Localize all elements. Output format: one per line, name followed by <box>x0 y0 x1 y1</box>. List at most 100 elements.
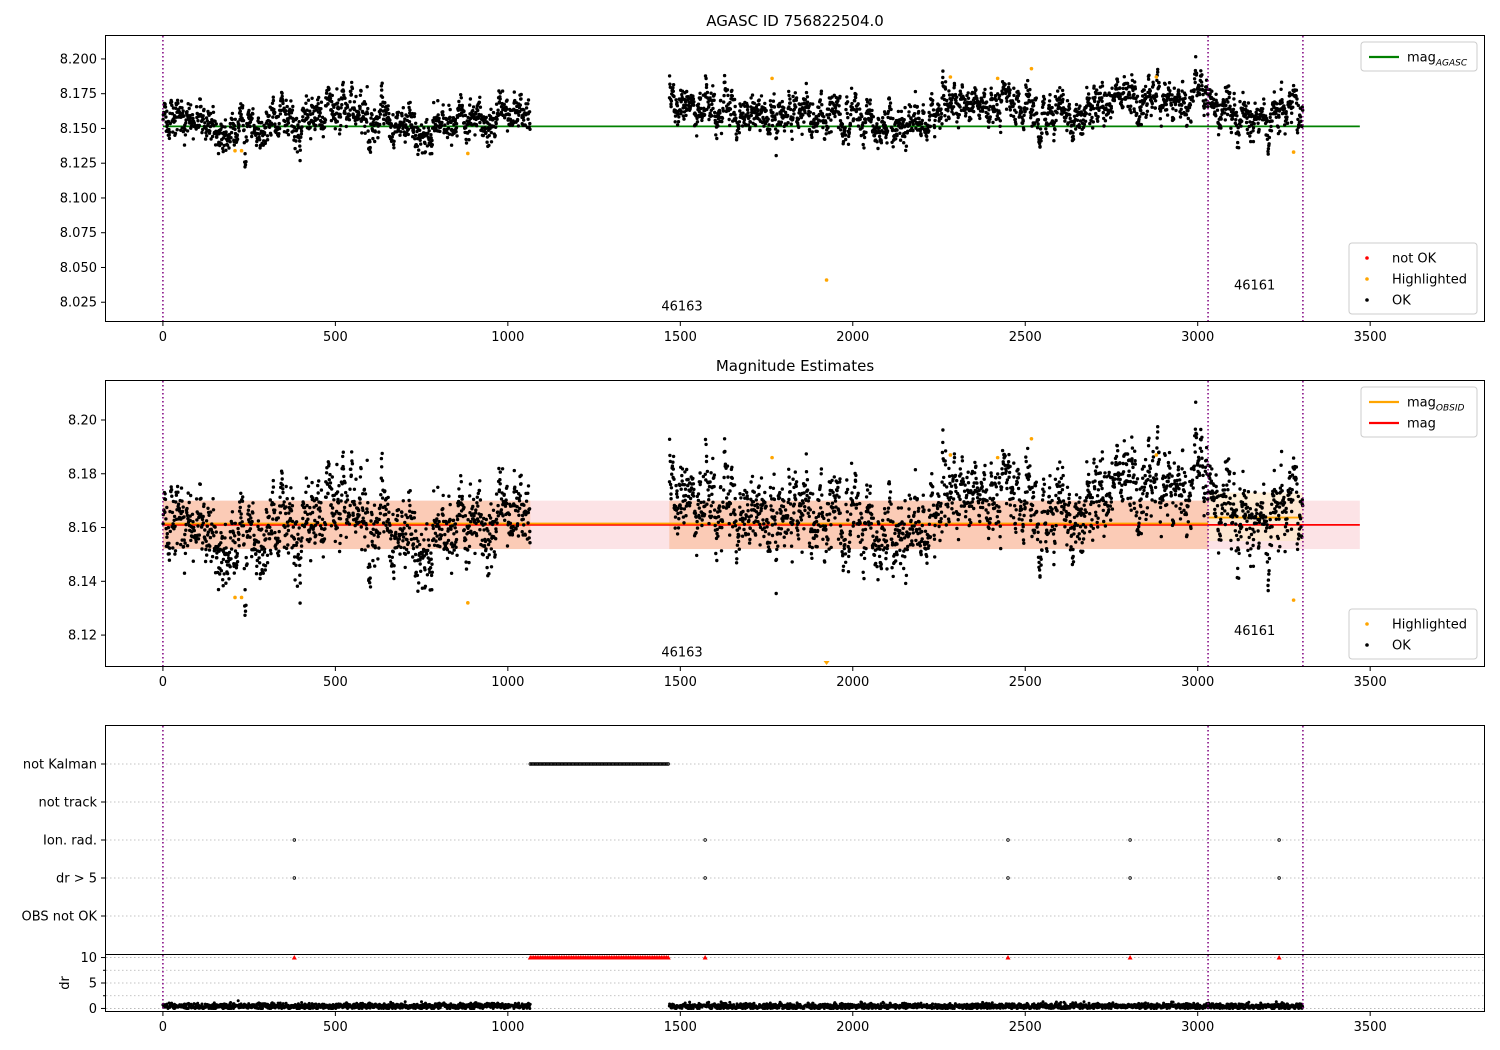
ok-point <box>262 131 267 135</box>
ok-point <box>412 114 416 119</box>
ok-point <box>730 476 734 480</box>
ok-point <box>403 140 407 144</box>
ok-point <box>366 106 370 111</box>
ok-point <box>513 485 517 489</box>
ok-point <box>282 500 286 504</box>
ok-point <box>497 488 502 492</box>
ok-point <box>248 124 252 129</box>
ok-point <box>720 116 725 121</box>
ok-point <box>722 475 726 480</box>
ok-point <box>815 129 819 134</box>
ok-point <box>441 113 445 117</box>
ok-point <box>816 121 820 125</box>
ok-point <box>1214 92 1218 97</box>
ok-point <box>478 105 483 109</box>
ok-point <box>168 546 172 550</box>
ok-point <box>777 496 782 500</box>
ok-point <box>700 523 704 528</box>
ok-point <box>1021 119 1025 123</box>
ok-point <box>271 115 275 119</box>
ok-point <box>276 114 280 119</box>
ok-point <box>310 112 315 116</box>
ok-point <box>300 536 304 540</box>
ok-point <box>317 506 322 510</box>
ok-point <box>1224 103 1228 108</box>
ok-point <box>1042 97 1047 101</box>
ok-point <box>379 84 384 88</box>
ok-point <box>286 133 291 137</box>
ok-point <box>1100 84 1105 88</box>
ok-point <box>986 112 990 116</box>
ok-point <box>1228 104 1232 109</box>
ok-point <box>489 140 494 144</box>
ok-point <box>696 492 701 496</box>
ok-point <box>189 493 193 498</box>
ok-point <box>1244 104 1248 108</box>
ok-point <box>773 540 778 544</box>
ok-point <box>404 547 409 552</box>
ok-point <box>286 551 291 555</box>
ok-point <box>696 502 700 507</box>
ok-point <box>986 125 991 129</box>
ok-point <box>452 123 456 127</box>
ok-point <box>1219 126 1223 130</box>
ok-point <box>1133 80 1137 84</box>
ok-point <box>768 485 773 490</box>
ok-point <box>864 130 868 135</box>
ok-point <box>487 572 491 576</box>
ok-point <box>386 502 390 506</box>
ok-point <box>286 543 290 547</box>
ok-point <box>1129 110 1133 115</box>
ok-point <box>451 518 456 522</box>
ok-point <box>305 503 309 508</box>
ok-point <box>388 559 393 563</box>
ok-point <box>1040 131 1044 135</box>
ok-point <box>207 548 212 552</box>
ok-point <box>292 125 297 130</box>
ok-point <box>668 82 672 86</box>
ok-point <box>940 81 945 85</box>
ok-point <box>705 469 710 474</box>
ok-point <box>1185 123 1189 128</box>
ok-point <box>709 504 713 508</box>
ok-point <box>460 494 464 499</box>
ok-point <box>826 125 830 130</box>
ok-point <box>773 117 777 122</box>
ok-point <box>682 483 687 487</box>
ok-point <box>348 100 352 104</box>
ok-point <box>384 512 388 517</box>
ok-point <box>853 99 857 103</box>
ok-point <box>523 533 527 537</box>
ok-point <box>411 555 415 559</box>
ok-point <box>1269 124 1273 129</box>
ok-point <box>341 89 346 93</box>
ok-point <box>348 113 352 117</box>
ok-point <box>759 94 764 98</box>
ok-point <box>1194 55 1198 59</box>
ok-point <box>265 134 270 138</box>
ok-point <box>512 90 516 94</box>
ok-point <box>677 517 681 521</box>
ok-point <box>267 114 271 118</box>
ok-point <box>1227 95 1231 100</box>
ok-point <box>1290 111 1294 115</box>
ok-point <box>707 521 711 526</box>
ok-point <box>250 554 254 559</box>
ok-point <box>930 102 935 106</box>
ok-point <box>462 528 466 532</box>
ok-point <box>735 136 739 140</box>
ok-point <box>354 530 358 534</box>
ok-point <box>299 129 304 133</box>
ok-point <box>522 523 526 527</box>
ok-point <box>747 541 752 545</box>
ok-point <box>683 487 688 491</box>
ok-point <box>782 544 787 548</box>
ok-point <box>713 523 717 528</box>
ok-point <box>1145 109 1150 114</box>
ok-point <box>341 450 345 454</box>
ok-point <box>173 119 177 123</box>
ok-point <box>190 512 195 516</box>
ok-point <box>877 117 881 122</box>
ok-point <box>475 495 479 499</box>
ok-point <box>466 548 470 552</box>
